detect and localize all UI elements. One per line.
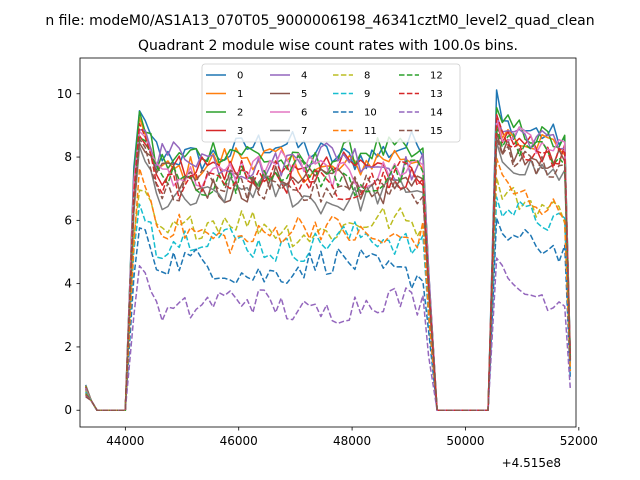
- y-tick-label: 10: [57, 87, 72, 101]
- figure-suptitle: n file: modeM0/AS1A13_070T05_9000006198_…: [45, 13, 594, 29]
- series-8-line: [85, 176, 572, 411]
- y-tick-label: 8: [64, 150, 72, 164]
- legend-box: [201, 63, 461, 143]
- legend-label-10: 10: [364, 108, 377, 119]
- legend-label-15: 15: [430, 126, 443, 137]
- legend-label-1: 1: [237, 89, 243, 100]
- legend-label-0: 0: [237, 71, 243, 82]
- legend-label-8: 8: [364, 71, 370, 82]
- chart-title: Quadrant 2 module wise count rates with …: [138, 38, 518, 54]
- legend-label-5: 5: [301, 89, 307, 100]
- legend-label-3: 3: [237, 126, 243, 137]
- x-tick-label: 48000: [333, 434, 371, 448]
- x-offset-label: +4.515e8: [502, 456, 561, 470]
- series-14-line: [85, 257, 572, 411]
- legend-label-4: 4: [301, 71, 307, 82]
- series-layer: [84, 89, 572, 411]
- y-tick-label: 4: [64, 277, 72, 291]
- legend-label-14: 14: [430, 108, 443, 119]
- legend-label-6: 6: [301, 108, 307, 119]
- y-tick-label: 0: [64, 403, 72, 417]
- legend-label-12: 12: [430, 71, 443, 82]
- legend-label-9: 9: [364, 89, 370, 100]
- x-tick-label: 46000: [220, 434, 258, 448]
- x-tick-label: 50000: [446, 434, 484, 448]
- legend-label-2: 2: [237, 108, 243, 119]
- x-tick-label: 44000: [106, 434, 144, 448]
- legend-label-7: 7: [301, 126, 307, 137]
- legend-label-11: 11: [364, 126, 377, 137]
- series-11-line: [85, 157, 572, 411]
- y-tick-label: 6: [64, 213, 72, 227]
- legend-label-13: 13: [430, 89, 443, 100]
- x-tick-label: 52000: [560, 434, 598, 448]
- plot-frame: [79, 57, 577, 428]
- y-tick-label: 2: [64, 340, 72, 354]
- series-9-line: [85, 196, 572, 411]
- series-15-line: [85, 136, 572, 411]
